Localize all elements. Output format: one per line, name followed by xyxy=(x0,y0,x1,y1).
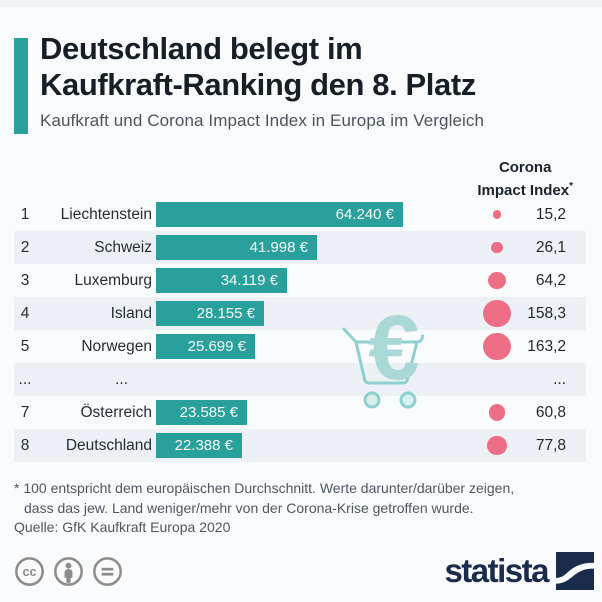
rank-label: 5 xyxy=(20,338,30,355)
country-label: Luxemburg xyxy=(74,272,152,289)
country-label: ... xyxy=(115,371,128,388)
table-row: 1 Liechtenstein 64.240 € 15,2 xyxy=(0,198,602,231)
impact-dot xyxy=(491,241,503,253)
country-label: Norwegen xyxy=(81,338,152,355)
impact-value: 64,2 xyxy=(535,272,566,289)
country-label: Österreich xyxy=(80,404,153,421)
rank-label: 2 xyxy=(20,239,30,256)
rank-label: 1 xyxy=(20,206,30,223)
impact-value: ... xyxy=(553,371,566,388)
svg-text:cc: cc xyxy=(23,565,37,579)
footnote-line-1: * 100 entspricht dem europäischen Durchs… xyxy=(14,480,515,496)
rank-label: ... xyxy=(18,371,32,388)
statista-logo-text: statista xyxy=(444,552,549,589)
kaufkraft-value: 22.388 € xyxy=(174,437,233,454)
impact-dot xyxy=(483,299,511,328)
impact-dot xyxy=(488,271,506,290)
kaufkraft-bar: 41.998 € xyxy=(156,235,317,260)
kaufkraft-value: 23.585 € xyxy=(179,404,238,421)
source-line: Quelle: GfK Kaufkraft Europa 2020 xyxy=(14,519,231,535)
impact-value: 60,8 xyxy=(535,404,566,421)
kaufkraft-value: 64.240 € xyxy=(335,206,394,223)
impact-value: 26,1 xyxy=(535,239,566,256)
country-label: Liechtenstein xyxy=(60,206,152,223)
kaufkraft-bar: 34.119 € xyxy=(156,268,287,293)
impact-dot xyxy=(483,332,511,361)
page-title: Deutschland belegt im Kaufkraft-Ranking … xyxy=(40,31,476,103)
impact-value: 15,2 xyxy=(535,206,566,223)
rank-label: 8 xyxy=(20,437,30,454)
creative-commons-badges[interactable]: cc xyxy=(14,556,123,587)
kaufkraft-value: 41.998 € xyxy=(249,239,308,256)
table-row-ellipsis: ... ... ... xyxy=(0,363,602,396)
cc-icon[interactable]: cc xyxy=(14,556,45,587)
kaufkraft-bar: 23.585 € xyxy=(156,400,247,425)
column-header-line-1: Corona xyxy=(498,159,552,176)
country-label: Schweiz xyxy=(94,239,152,256)
footnote-marker: * xyxy=(569,180,573,192)
impact-dot xyxy=(488,404,506,421)
table-row: 2 Schweiz 41.998 € 26,1 xyxy=(0,231,602,264)
rank-label: 4 xyxy=(20,305,30,322)
country-label: Island xyxy=(110,305,152,322)
impact-dot xyxy=(487,435,507,456)
table-row: 5 Norwegen 25.699 € 163,2 xyxy=(0,330,602,363)
impact-value: 163,2 xyxy=(527,338,566,355)
attribution-icon[interactable] xyxy=(53,556,84,587)
impact-dot xyxy=(492,210,502,219)
kaufkraft-bar: 25.699 € xyxy=(156,334,255,359)
kaufkraft-value: 28.155 € xyxy=(196,305,255,322)
kaufkraft-bar: 64.240 € xyxy=(156,202,403,227)
kaufkraft-value: 34.119 € xyxy=(220,272,278,289)
footnote-line-2: dass das jew. Land weniger/mehr von der … xyxy=(24,500,474,516)
table-row: 8 Deutschland 22.388 € 77,8 xyxy=(0,429,602,462)
table-row: 3 Luxemburg 34.119 € 64,2 xyxy=(0,264,602,297)
kaufkraft-bar: 28.155 € xyxy=(156,301,264,326)
column-header-line-2: Impact Index xyxy=(477,181,570,199)
statista-logo-mark-icon xyxy=(556,552,594,590)
no-derivatives-icon[interactable] xyxy=(92,556,123,587)
table-row: 4 Island 28.155 € 158,3 xyxy=(0,297,602,330)
rank-label: 3 xyxy=(20,272,30,289)
kaufkraft-value: 25.699 € xyxy=(187,338,246,355)
title-line-2: Kaufkraft-Ranking den 8. Platz xyxy=(40,67,476,102)
title-accent-bar xyxy=(14,38,28,134)
impact-value: 158,3 xyxy=(527,305,566,322)
table-row: 7 Österreich 23.585 € 60,8 xyxy=(0,396,602,429)
impact-value: 77,8 xyxy=(535,437,566,454)
title-line-1: Deutschland belegt im xyxy=(40,31,363,66)
corona-impact-column-header: Corona Impact Index* xyxy=(477,159,573,200)
page-subtitle: Kaufkraft und Corona Impact Index in Eur… xyxy=(40,111,485,130)
statista-logo[interactable]: statista xyxy=(444,551,594,591)
kaufkraft-bar: 22.388 € xyxy=(156,433,242,458)
row-band xyxy=(14,363,586,396)
country-label: Deutschland xyxy=(65,437,152,454)
footnote: * 100 entspricht dem europäischen Durchs… xyxy=(14,478,514,518)
top-strip xyxy=(0,0,602,7)
rank-label: 7 xyxy=(20,404,30,421)
